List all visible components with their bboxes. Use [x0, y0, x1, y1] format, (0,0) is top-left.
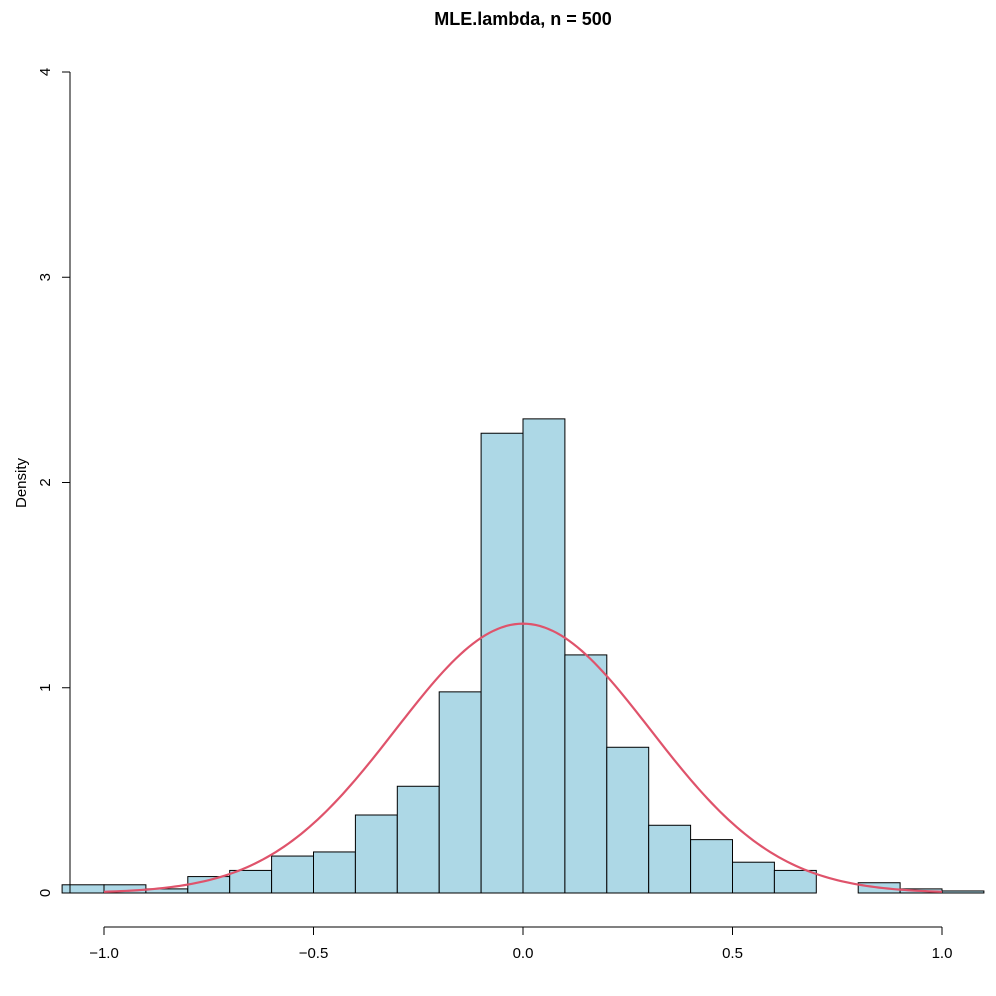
histogram-bar-10	[480, 432, 524, 894]
histogram-bars	[61, 418, 985, 894]
y-tick-label-1: 1	[37, 684, 54, 692]
x-tick-label-1: −0.5	[299, 945, 329, 962]
histogram-bar-14	[648, 824, 692, 894]
y-tick-label-2: 2	[37, 478, 54, 486]
y-tick-label-0: 0	[37, 889, 54, 897]
histogram-bar-6	[313, 851, 356, 894]
histogram-bar-11	[522, 418, 566, 894]
histogram-bar-12	[564, 654, 608, 894]
histogram-bar-16	[732, 861, 775, 894]
histogram-bar-21	[941, 890, 985, 894]
histogram-bar-13	[606, 746, 650, 894]
histogram-bar-8	[396, 785, 440, 894]
histogram-bar-4	[229, 869, 273, 894]
histogram-bar-17	[773, 869, 817, 894]
histogram-bar-7	[354, 814, 398, 894]
histogram-bar-5	[271, 855, 315, 894]
histogram-bar-9	[438, 691, 482, 894]
x-axis: −1.0 −0.5 0.0 0.5 1.0	[89, 926, 953, 962]
histogram-bar-15	[690, 839, 733, 894]
x-tick-label-3: 0.5	[722, 945, 743, 962]
x-tick-label-4: 1.0	[932, 945, 953, 962]
normal-density-curve	[103, 622, 943, 893]
histogram-bar-0	[61, 884, 105, 894]
y-tick-label-4: 4	[37, 68, 54, 76]
chart-title: MLE.lambda, n = 500	[434, 9, 612, 29]
y-tick-label-3: 3	[37, 273, 54, 281]
x-tick-label-2: 0.0	[513, 945, 534, 962]
y-axis: 0 1 2 3 4	[37, 68, 71, 897]
y-axis-label: Density	[13, 457, 30, 508]
x-tick-label-0: −1.0	[89, 945, 119, 962]
